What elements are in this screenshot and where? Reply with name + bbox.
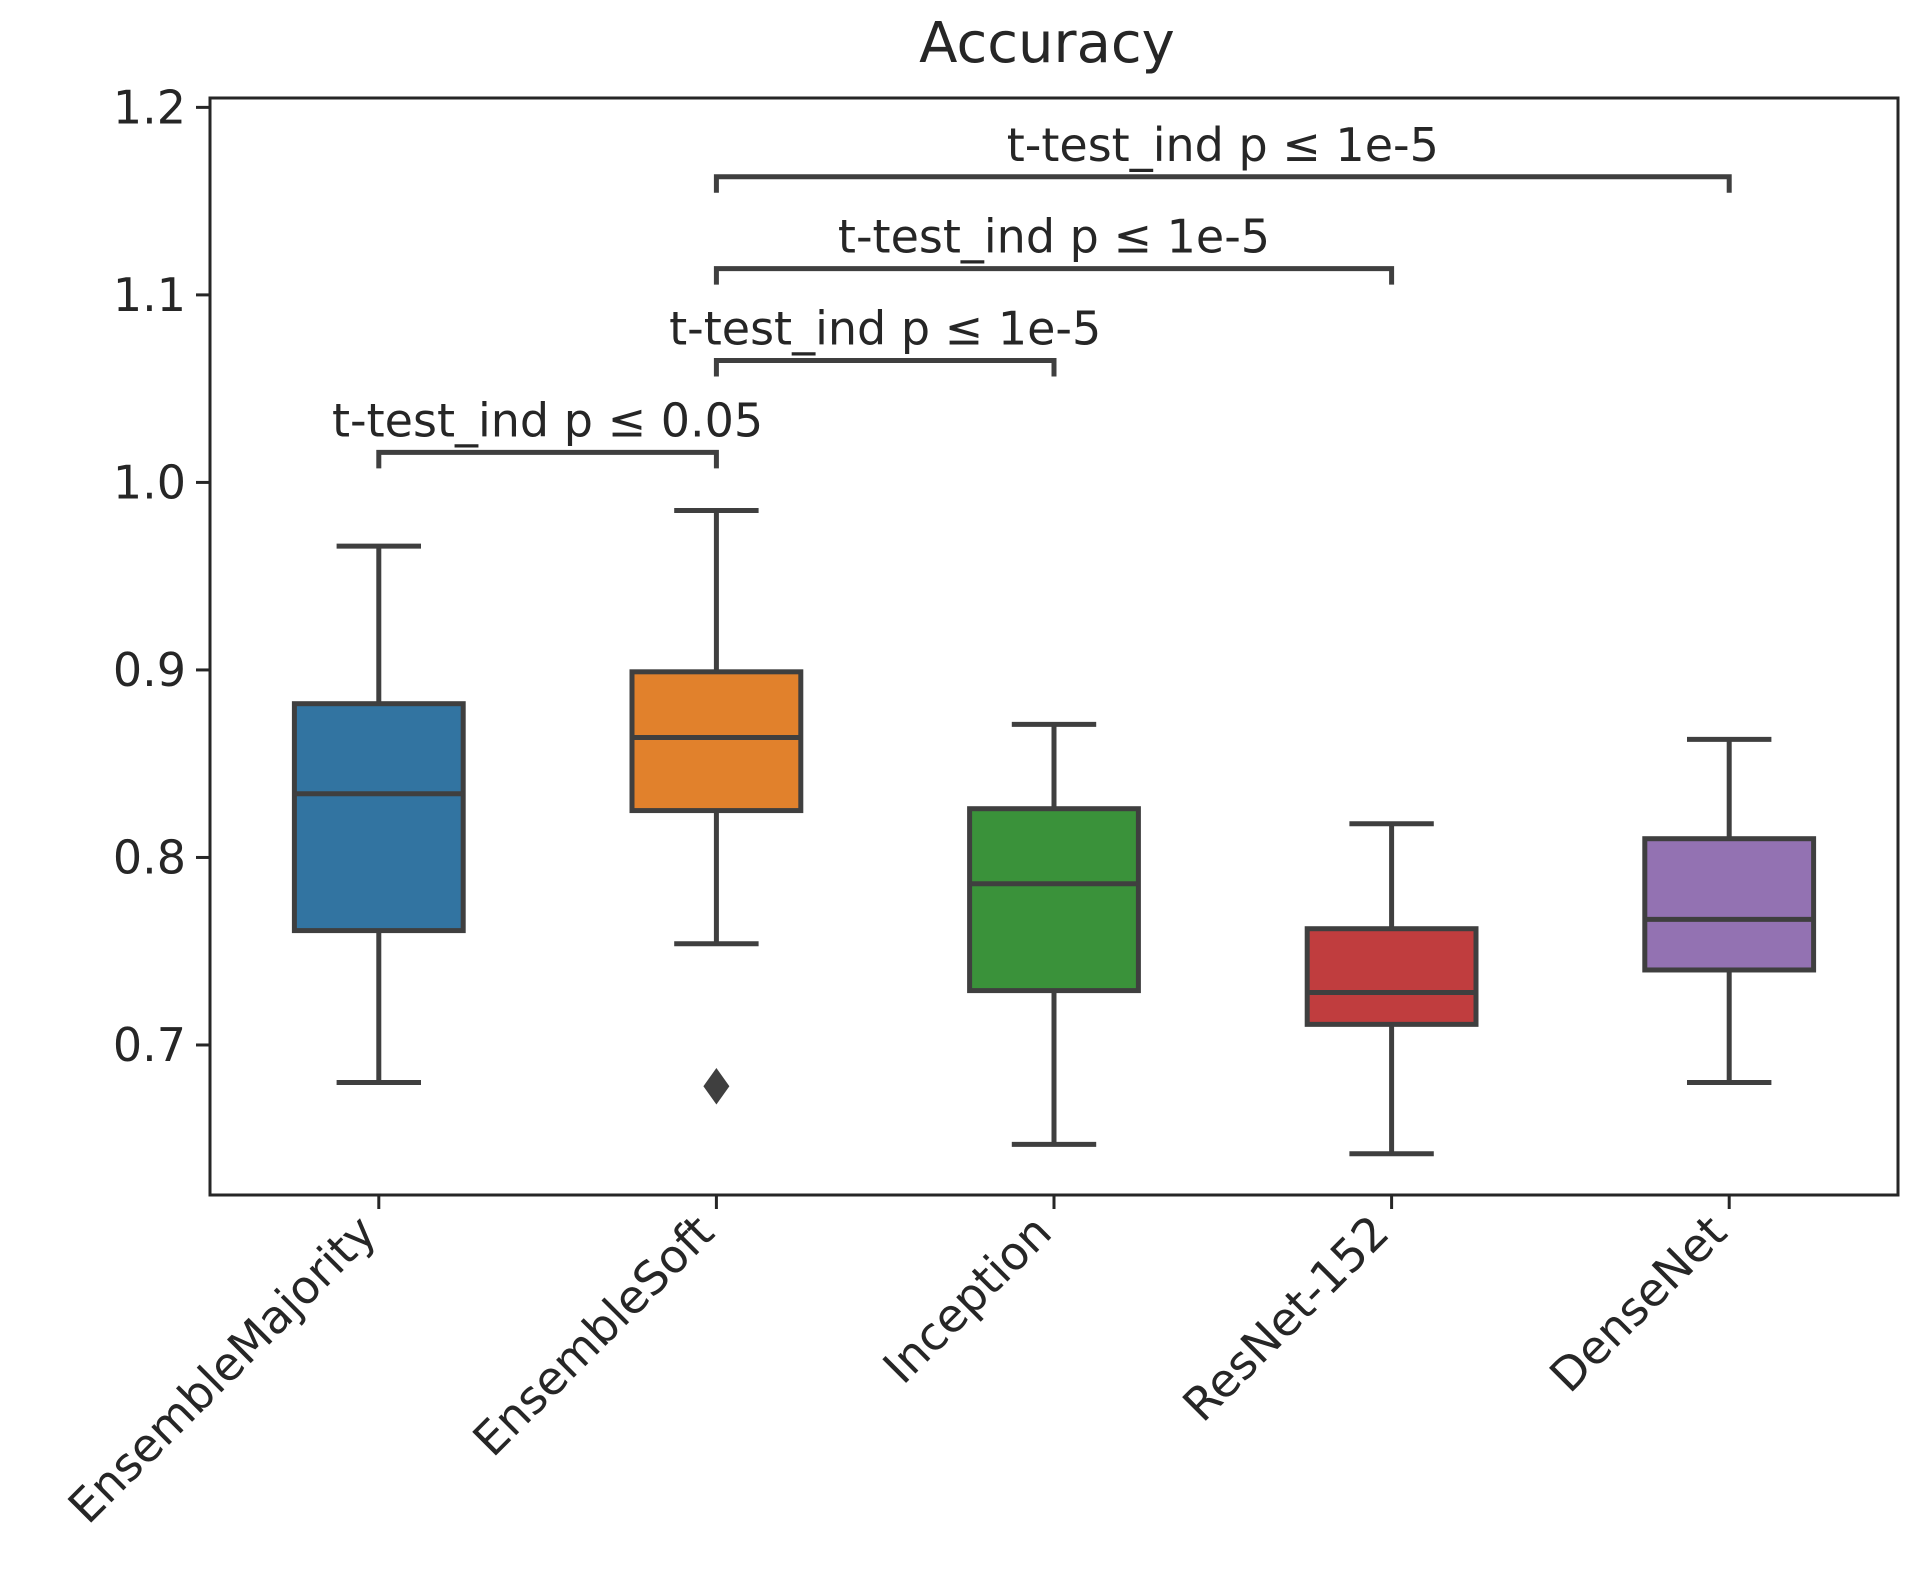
outlier-point (703, 1068, 730, 1105)
significance-label: t-test_ind p ≤ 0.05 (332, 393, 763, 447)
y-tick-label: 0.8 (113, 830, 186, 884)
chart-title: Accuracy (919, 11, 1175, 76)
box-ensemblemajority (291, 701, 466, 934)
significance-bracket (376, 449, 719, 469)
x-tick-label: ResNet-152 (1172, 1205, 1399, 1432)
box-resnet-152 (1304, 926, 1479, 1027)
box-ensemblesoft (629, 669, 804, 814)
plot-area: 0.7 0.8 0.9 1.0 1.1 1.2 EnsembleMajority Ensemb… (58, 80, 1900, 1534)
x-tick-label: Inception (873, 1205, 1062, 1394)
y-tick-label: 1.0 (113, 455, 186, 509)
significance-bracket (713, 174, 1732, 193)
y-tick-label: 1.2 (113, 80, 186, 134)
y-tick-label: 0.9 (113, 643, 186, 697)
x-tick-label: EnsembleSoft (462, 1205, 724, 1467)
x-tick-label: DenseNet (1539, 1205, 1737, 1403)
significance-label: t-test_ind p ≤ 1e-5 (669, 302, 1101, 356)
box-inception (967, 806, 1141, 994)
y-tick-label: 1.1 (113, 268, 186, 322)
box-densenet (1642, 836, 1817, 973)
y-tick-label: 0.7 (113, 1018, 186, 1072)
significance-label: t-test_ind p ≤ 1e-5 (1007, 118, 1439, 172)
significance-label: t-test_ind p ≤ 1e-5 (838, 210, 1270, 264)
significance-bracket (713, 266, 1395, 285)
x-tick-label: EnsembleMajority (58, 1205, 387, 1534)
significance-bracket (713, 358, 1057, 377)
